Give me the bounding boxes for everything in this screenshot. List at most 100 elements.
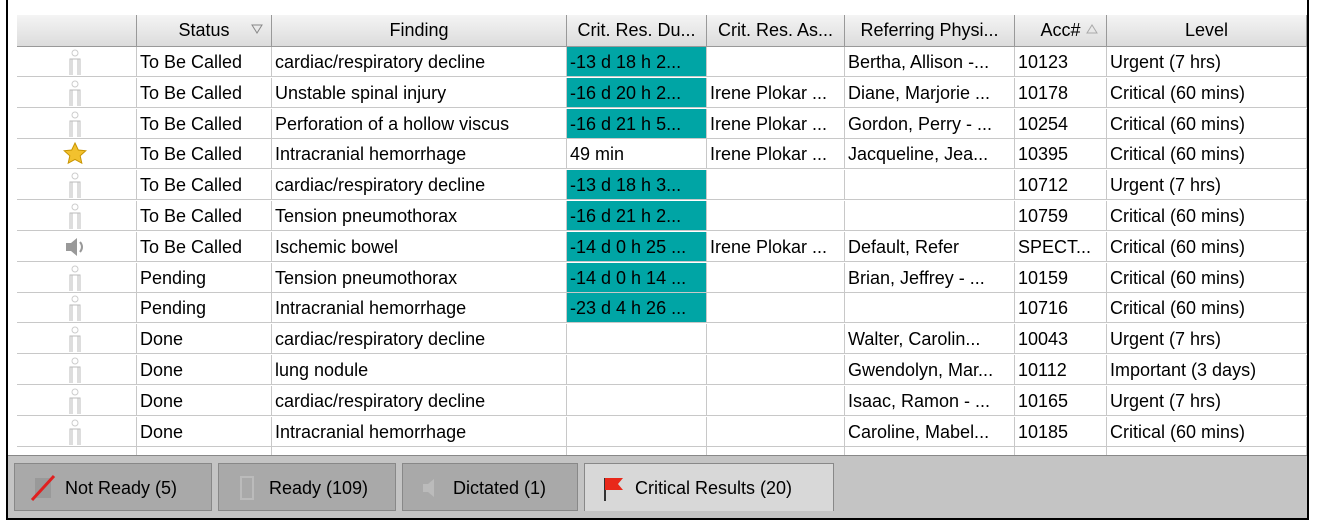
table-cell: SPECT... <box>1015 231 1107 262</box>
table-cell: Urgent (7 hrs) <box>1107 170 1307 201</box>
table-cell: -14 d 0 h 25 ... <box>567 231 707 262</box>
table-cell: Urgent (7 hrs) <box>1107 324 1307 355</box>
tab[interactable]: Ready (109) <box>218 463 396 511</box>
table-cell: 10395 <box>1015 139 1107 170</box>
table-cell: 10178 <box>1015 77 1107 108</box>
tab-icon <box>240 476 254 500</box>
table-cell: 10165 <box>1015 385 1107 416</box>
table-cell: Done <box>137 355 272 385</box>
row-icon <box>17 355 137 385</box>
table-cell: Bertha, Allison -... <box>845 47 1015 77</box>
table-cell: 10159 <box>1015 262 1107 293</box>
table-cell: Irene Plokar ... <box>707 231 845 262</box>
tab[interactable]: Dictated (1) <box>402 463 578 511</box>
row-icon <box>17 201 137 231</box>
table-cell: Intracranial hemorrhage <box>272 293 567 324</box>
icon <box>69 295 81 322</box>
row-icon <box>17 385 137 416</box>
table-cell: Critical (60 mins) <box>1107 108 1307 139</box>
table-cell <box>567 324 707 355</box>
table-cell: Gordon, Perry - ... <box>845 108 1015 139</box>
table-cell: lung nodule <box>272 355 567 385</box>
table-cell: 10716 <box>1015 293 1107 324</box>
table-cell: Critical (60 mins) <box>1107 416 1307 447</box>
table-cell <box>707 170 845 201</box>
table-cell <box>845 170 1015 201</box>
table-cell: Critical (60 mins) <box>1107 201 1307 231</box>
tab[interactable]: Not Ready (5) <box>14 463 212 511</box>
table-cell <box>707 47 845 77</box>
row-icon <box>17 262 137 293</box>
table-cell <box>567 355 707 385</box>
row-icon <box>17 47 137 77</box>
column-header[interactable]: Finding <box>272 15 567 47</box>
table-cell: Urgent (7 hrs) <box>1107 385 1307 416</box>
table-cell <box>707 293 845 324</box>
table-cell: Ischemic bowel <box>272 231 567 262</box>
table-cell: Default, Refer <box>845 231 1015 262</box>
table-cell: -16 d 21 h 2... <box>567 201 707 231</box>
tab-icon <box>30 474 56 502</box>
table-cell: 10759 <box>1015 201 1107 231</box>
icon <box>69 203 81 229</box>
table-cell <box>707 324 845 355</box>
table-cell: To Be Called <box>137 170 272 201</box>
table-cell: -13 d 18 h 2... <box>567 47 707 77</box>
icon <box>69 419 81 445</box>
column-header[interactable]: Crit. Res. As... <box>707 15 845 47</box>
table-cell: Pending <box>137 293 272 324</box>
icon <box>69 326 81 353</box>
table-cell: Critical (60 mins) <box>1107 293 1307 324</box>
table-cell: Jacqueline, Jea... <box>845 139 1015 170</box>
row-icon <box>17 77 137 108</box>
tab-icon <box>604 478 623 501</box>
column-header[interactable]: Referring Physi... <box>845 15 1015 47</box>
tab-bar: Not Ready (5) Ready (109) Dictated (1) C… <box>8 455 1307 518</box>
table-cell: 10112 <box>1015 355 1107 385</box>
row-icon <box>17 139 137 170</box>
icon <box>69 49 81 75</box>
table-cell: -13 d 18 h 3... <box>567 170 707 201</box>
tab[interactable]: Critical Results (20) <box>584 463 834 511</box>
icon <box>69 357 81 383</box>
table-cell: cardiac/respiratory decline <box>272 47 567 77</box>
column-header[interactable]: Status <box>137 15 272 47</box>
table-cell: To Be Called <box>137 77 272 108</box>
table-cell: -16 d 20 h 2... <box>567 77 707 108</box>
table-cell <box>707 262 845 293</box>
table-cell: Tension pneumothorax <box>272 201 567 231</box>
table-cell: 10185 <box>1015 416 1107 447</box>
table-cell: Done <box>137 385 272 416</box>
table-cell: Walter, Carolin... <box>845 324 1015 355</box>
table-cell: Intracranial hemorrhage <box>272 416 567 447</box>
table-cell: cardiac/respiratory decline <box>272 385 567 416</box>
table-cell: To Be Called <box>137 47 272 77</box>
icon <box>63 142 87 165</box>
tab-label: Dictated (1) <box>453 478 547 498</box>
table-cell: Pending <box>137 262 272 293</box>
icon <box>69 172 81 199</box>
column-header[interactable]: Acc# <box>1015 15 1107 47</box>
table-cell: Isaac, Ramon - ... <box>845 385 1015 416</box>
table-cell: Brian, Jeffrey - ... <box>845 262 1015 293</box>
table-cell <box>845 201 1015 231</box>
sort-indicator <box>251 24 263 34</box>
column-header[interactable]: Crit. Res. Du... <box>567 15 707 47</box>
icon <box>69 111 81 137</box>
column-header[interactable]: Level <box>1107 15 1307 47</box>
table-cell <box>567 385 707 416</box>
table-cell: Critical (60 mins) <box>1107 231 1307 262</box>
table-cell: Perforation of a hollow viscus <box>272 108 567 139</box>
table-cell: Done <box>137 324 272 355</box>
table-cell: To Be Called <box>137 201 272 231</box>
row-icon <box>17 231 137 262</box>
sort-indicator <box>1086 24 1098 34</box>
tab-label: Not Ready (5) <box>65 478 178 498</box>
table-cell: 49 min <box>567 139 707 170</box>
table-cell: Urgent (7 hrs) <box>1107 47 1307 77</box>
table-cell: Diane, Marjorie ... <box>845 77 1015 108</box>
table-cell: Unstable spinal injury <box>272 77 567 108</box>
tab-label: Critical Results (20) <box>635 478 793 498</box>
header-cell <box>17 15 137 47</box>
